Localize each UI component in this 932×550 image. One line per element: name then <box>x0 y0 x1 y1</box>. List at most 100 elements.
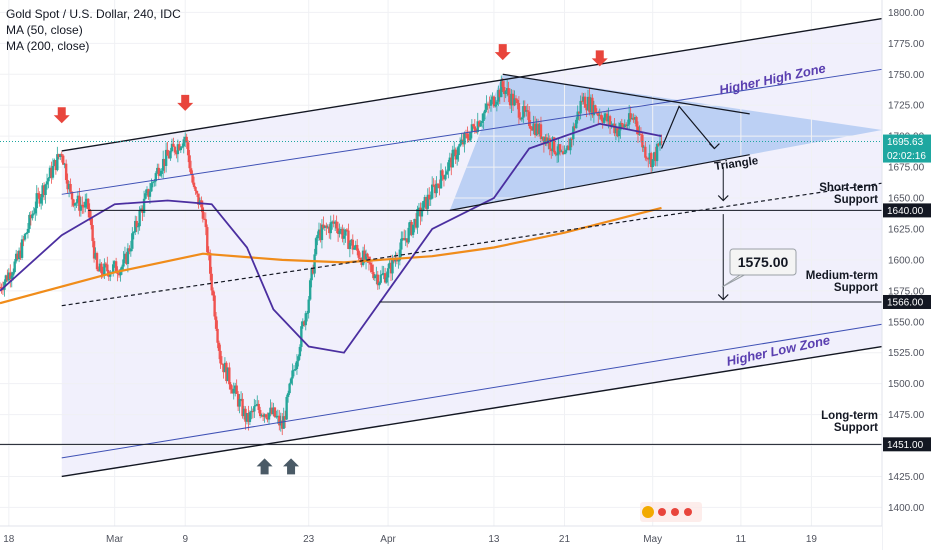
candle-body <box>436 183 440 185</box>
candle-body <box>550 149 553 152</box>
candle-body <box>497 89 500 102</box>
candle-body <box>278 415 281 426</box>
candle-body <box>448 157 452 163</box>
candle-body <box>658 141 662 146</box>
channel-top-line <box>61 17 883 152</box>
candle-body <box>400 238 403 250</box>
candle-body <box>627 113 631 125</box>
logo-dot-icon <box>671 508 679 516</box>
candle-body <box>169 151 172 159</box>
candle-body <box>213 295 216 317</box>
candle-body <box>294 369 297 371</box>
candle-body <box>373 275 377 279</box>
candle-body <box>551 137 554 152</box>
candle-body <box>291 370 294 379</box>
symbol-title: Gold Spot / U.S. Dollar, 240, IDC <box>6 7 181 21</box>
candle-body <box>75 202 78 204</box>
candle-body <box>338 230 341 234</box>
candle-body <box>234 385 237 389</box>
candle-body <box>458 143 462 147</box>
candle-body <box>297 356 300 362</box>
candle-body <box>533 123 537 136</box>
candle-body <box>341 228 344 239</box>
candle-body <box>632 117 635 120</box>
candle-body <box>582 96 585 102</box>
triangle-lower-line <box>449 154 750 211</box>
candle-body <box>13 261 16 273</box>
candle-body <box>398 249 402 261</box>
candle-body <box>357 250 360 258</box>
candle-body <box>85 198 88 202</box>
candle-body <box>25 232 28 235</box>
medium-term-support-tag-label: 1566.00 <box>887 297 924 308</box>
candle-body <box>435 183 438 194</box>
candle-body <box>79 204 83 211</box>
inner-top-line <box>61 68 883 195</box>
candle-body <box>145 189 149 194</box>
candle-body <box>194 186 197 191</box>
candle-body <box>403 238 406 241</box>
candle-body <box>67 183 71 190</box>
candle-body <box>57 154 60 158</box>
candle-body <box>306 312 309 314</box>
candle-body <box>9 272 12 280</box>
y-tick-label: 1775.00 <box>888 39 925 50</box>
candle-body <box>504 91 507 95</box>
candles <box>0 75 663 436</box>
candle-body <box>232 388 235 394</box>
candle-body <box>508 95 512 106</box>
ma50-line <box>0 122 662 354</box>
triangle-fill <box>449 74 882 211</box>
candle-body <box>207 252 210 254</box>
candle-body <box>138 210 141 227</box>
candle-body <box>532 123 535 131</box>
candle-body <box>505 88 509 92</box>
candle-body <box>522 106 525 118</box>
candle-body <box>181 146 184 148</box>
candle-body <box>62 155 65 165</box>
candle-body <box>20 239 24 258</box>
candle-body <box>460 139 463 144</box>
candle-body <box>242 408 246 417</box>
candle-body <box>223 362 227 373</box>
candle-body <box>257 403 260 410</box>
candle-body <box>92 241 96 259</box>
short-term-support-line1: Short-term <box>819 182 878 194</box>
candle-body <box>332 221 335 224</box>
candle-body <box>231 389 234 394</box>
triangle-upper-line <box>502 73 750 115</box>
candle-body <box>206 227 209 253</box>
candle-body <box>126 248 130 264</box>
candle-body <box>88 208 91 218</box>
candle-body <box>304 313 307 326</box>
candle-body <box>1 289 5 291</box>
candle-body <box>348 242 352 249</box>
candle-body <box>645 157 648 159</box>
candle-body <box>517 103 521 118</box>
candle-body <box>567 145 571 151</box>
current-price-tag <box>883 134 931 163</box>
candle-body <box>442 175 446 180</box>
candle-body <box>12 272 15 276</box>
candle-body <box>463 133 466 145</box>
candle-body <box>186 142 190 156</box>
candle-body <box>188 155 191 169</box>
logo-dot-icon <box>684 508 692 516</box>
candle-body <box>185 136 188 143</box>
candle-body <box>320 224 324 241</box>
candle-body <box>644 146 647 158</box>
candle-body <box>429 198 432 200</box>
candle-body <box>583 96 587 108</box>
candle-body <box>98 263 102 272</box>
candle-body <box>382 273 385 275</box>
y-tick-label: 1525.00 <box>888 348 925 359</box>
ma200-legend: MA (200, close) <box>6 39 90 53</box>
candle-body <box>135 220 138 228</box>
candle-body <box>319 229 322 241</box>
candle-body <box>364 253 368 261</box>
candle-body <box>241 398 244 417</box>
candle-body <box>447 162 450 172</box>
candle-body <box>388 262 391 269</box>
candle-body <box>579 100 582 114</box>
